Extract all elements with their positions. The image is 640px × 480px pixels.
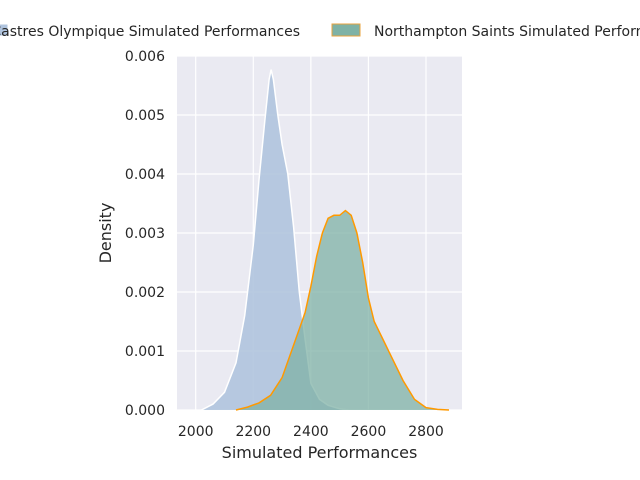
density-area-northampton [236, 210, 449, 410]
grid-lines [177, 55, 462, 411]
density-areas [201, 69, 450, 411]
y-axis-ticks: 0.000 0.001 0.002 0.003 0.004 0.005 0.006 [125, 49, 165, 419]
x-axis-label: Simulated Performances [222, 443, 418, 462]
y-tick-label: 0.005 [125, 108, 165, 124]
y-tick-label: 0.002 [125, 285, 165, 301]
y-tick-label: 0.000 [125, 403, 165, 419]
legend: Castres Olympique Simulated Performances… [0, 23, 640, 40]
y-axis-label: Density [96, 203, 115, 264]
x-axis-ticks: 2000 2200 2400 2600 2800 [178, 424, 444, 440]
y-tick-label: 0.003 [125, 226, 165, 242]
legend-label-castres: Castres Olympique Simulated Performances [0, 24, 300, 40]
x-tick-label: 2800 [408, 424, 444, 440]
y-tick-label: 0.006 [125, 49, 165, 65]
x-tick-label: 2000 [178, 424, 214, 440]
legend-swatch-castres [0, 23, 9, 37]
density-line-northampton [235, 209, 450, 411]
x-tick-label: 2600 [351, 424, 387, 440]
y-tick-label: 0.004 [125, 167, 165, 183]
x-tick-label: 2400 [293, 424, 329, 440]
legend-swatch-northampton [331, 23, 361, 37]
legend-label-northampton: Northampton Saints Simulated Performance… [374, 24, 640, 40]
density-area-castres [201, 69, 349, 410]
y-tick-label: 0.001 [125, 344, 165, 360]
x-tick-label: 2200 [235, 424, 271, 440]
